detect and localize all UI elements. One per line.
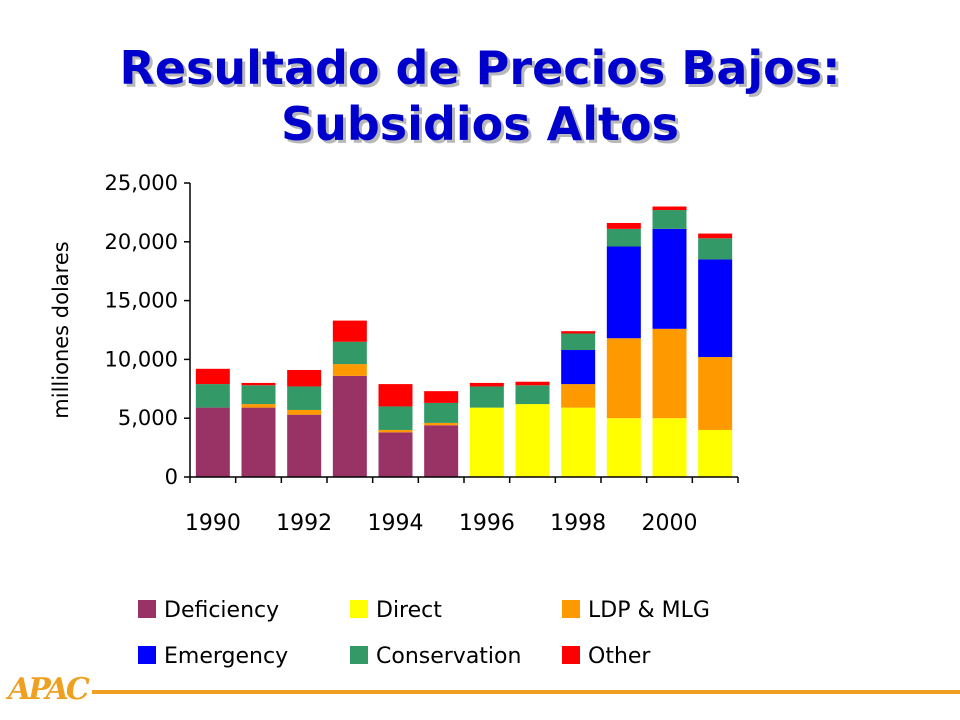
y-tick-label: 20,000	[105, 230, 178, 254]
bar-conservation-1994	[378, 406, 413, 430]
apac-logo: APAC	[8, 672, 90, 707]
x-tick-label: 1996	[459, 511, 515, 536]
bar-ldp-mlg-2000	[652, 328, 687, 419]
bar-deficiency-1991	[241, 407, 276, 477]
bar-emergency-1998	[561, 349, 596, 385]
y-axis-label: milliones dolares	[49, 241, 73, 418]
bar-ldp-mlg-1999	[606, 338, 641, 419]
bar-direct-2001	[698, 429, 733, 477]
bar-deficiency-1995	[424, 425, 459, 477]
bar-direct-1997	[515, 404, 550, 477]
bar-ldp-mlg-1994	[378, 429, 413, 433]
bar-deficiency-1994	[378, 432, 413, 477]
x-tick-label: 1994	[368, 511, 424, 536]
bar-other-1998	[561, 331, 596, 334]
bar-conservation-2000	[652, 210, 687, 229]
bar-conservation-1992	[287, 386, 322, 410]
y-tick-label: 15,000	[105, 289, 178, 313]
legend-label: Emergency	[164, 644, 288, 669]
bar-other-1995	[424, 391, 459, 403]
legend-label: Deficiency	[164, 598, 279, 623]
axes-group: 0 5,000 10,000 15,000 20,000 25,000 1990 1992 19…	[49, 171, 739, 536]
bar-emergency-2001	[698, 259, 733, 358]
bar-direct-1996	[469, 407, 504, 477]
footer-divider	[92, 690, 960, 694]
bar-other-2000	[652, 206, 687, 211]
bar-ldp-mlg-1998	[561, 384, 596, 408]
bar-deficiency-1993	[332, 375, 367, 477]
bar-other-1994	[378, 384, 413, 407]
bar-conservation-1990	[195, 384, 230, 408]
bar-emergency-1999	[606, 246, 641, 339]
legend-swatch-ldp-mlg	[562, 600, 580, 618]
legend-swatch-deficiency	[138, 600, 156, 618]
bar-conservation-1997	[515, 385, 550, 405]
y-tick-label: 25,000	[105, 171, 178, 195]
bar-conservation-2001	[698, 238, 733, 260]
bar-other-1999	[606, 222, 641, 229]
legend-swatch-other	[562, 646, 580, 664]
x-tick-label: 1990	[185, 511, 241, 536]
bar-other-1992	[287, 369, 322, 387]
legend-swatch-direct	[350, 600, 368, 618]
title-line-1: Resultado de Precios Bajos:	[119, 41, 841, 95]
title-line-2: Subsidios Altos	[281, 97, 679, 151]
bar-emergency-2000	[652, 228, 687, 329]
bar-direct-1999	[606, 418, 641, 477]
bar-conservation-1998	[561, 333, 596, 350]
legend-swatch-conservation	[350, 646, 368, 664]
bar-other-1993	[332, 320, 367, 342]
bar-conservation-1999	[606, 228, 641, 247]
bar-direct-1998	[561, 407, 596, 477]
bar-ldp-mlg-1993	[332, 364, 367, 376]
slide-title: Resultado de Precios Bajos: Subsidios Al…	[0, 40, 960, 152]
bar-conservation-1993	[332, 341, 367, 365]
bar-other-1997	[515, 381, 550, 386]
legend-label: LDP & MLG	[588, 598, 710, 623]
bar-conservation-1991	[241, 385, 276, 405]
y-tick-label: 0	[165, 465, 178, 489]
y-tick-label: 10,000	[105, 347, 178, 371]
legend-label: Direct	[376, 598, 442, 623]
legend: Deficiency Direct LDP & MLG Emergency Conser…	[138, 598, 710, 669]
legend-swatch-emergency	[138, 646, 156, 664]
y-tick-label: 5,000	[118, 406, 178, 430]
bars-group	[195, 206, 733, 477]
bar-ldp-mlg-1995	[424, 422, 459, 426]
bar-other-1996	[469, 382, 504, 387]
bar-ldp-mlg-2001	[698, 357, 733, 430]
bar-ldp-mlg-1992	[287, 409, 322, 415]
bar-conservation-1996	[469, 386, 504, 408]
x-tick-label: 2000	[642, 511, 698, 536]
bar-conservation-1995	[424, 402, 459, 423]
bar-other-1991	[241, 382, 276, 386]
x-tick-label: 1998	[550, 511, 606, 536]
legend-label: Other	[588, 644, 651, 669]
bar-ldp-mlg-1991	[241, 404, 276, 408]
x-tick-label: 1992	[276, 511, 332, 536]
bar-other-2001	[698, 233, 733, 239]
legend-label: Conservation	[376, 644, 521, 669]
bar-other-1990	[195, 368, 230, 385]
bar-deficiency-1990	[195, 407, 230, 477]
bar-deficiency-1992	[287, 414, 322, 477]
bar-direct-2000	[652, 418, 687, 477]
